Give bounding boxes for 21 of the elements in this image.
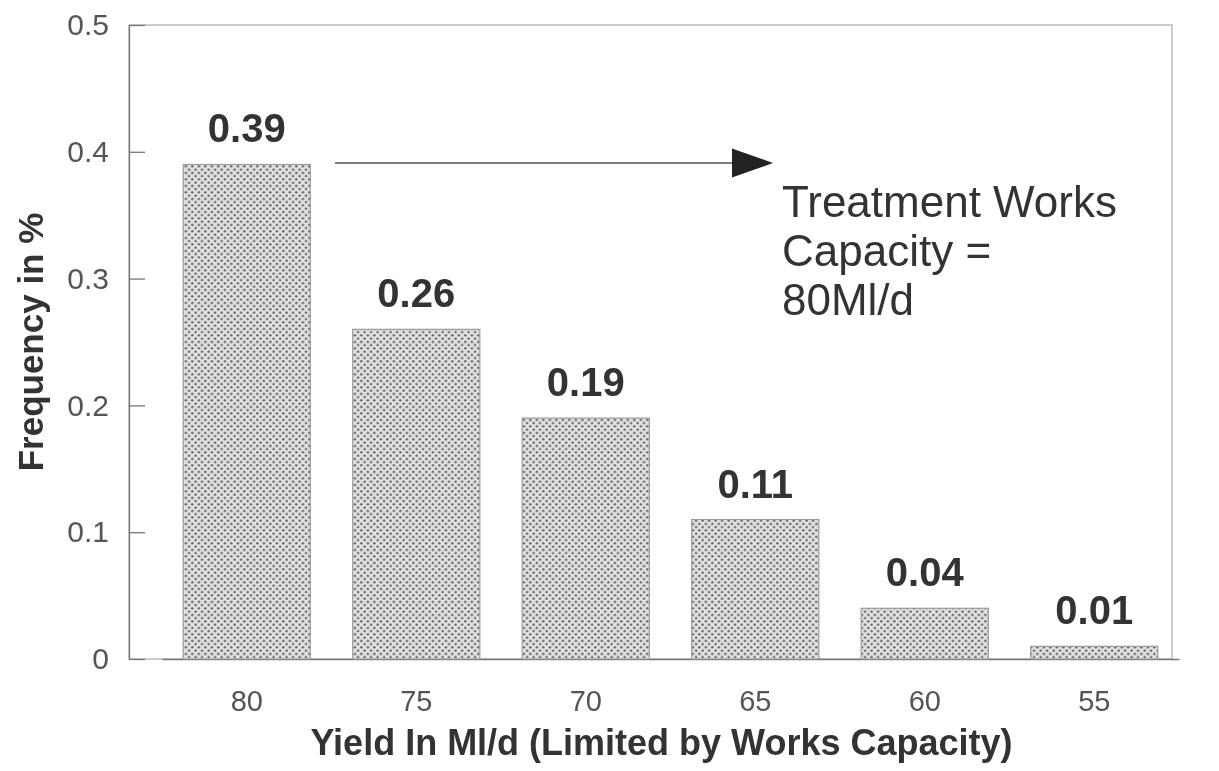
y-tick-label: 0.2 (67, 388, 109, 422)
y-tick-label: 0.3 (67, 261, 109, 295)
x-tick-label: 75 (400, 684, 433, 717)
data-label: 0.26 (377, 271, 456, 316)
data-label: 0.19 (546, 360, 625, 405)
data-label: 0.01 (1055, 588, 1134, 633)
y-tick-label: 0.1 (67, 515, 109, 549)
y-tick-label: 0.4 (67, 134, 109, 168)
y-axis-title: Frequency in % (11, 212, 50, 472)
y-tick-label: 0 (92, 642, 109, 676)
annotation: Treatment Works Capacity = 80Ml/d (782, 177, 1117, 324)
x-tick-label: 60 (908, 684, 941, 717)
x-tick-label: 55 (1078, 684, 1111, 717)
data-label: 0.04 (885, 550, 965, 595)
x-tick-label: 80 (230, 684, 263, 717)
y-tick-label: 0.5 (67, 8, 109, 42)
data-label: 0.39 (207, 106, 286, 151)
x-tick-label: 65 (739, 684, 772, 717)
x-tick-label: 70 (569, 684, 602, 717)
x-axis-title: Yield In Ml/d (Limited by Works Capacity) (310, 722, 1013, 763)
data-label: 0.11 (717, 461, 794, 506)
